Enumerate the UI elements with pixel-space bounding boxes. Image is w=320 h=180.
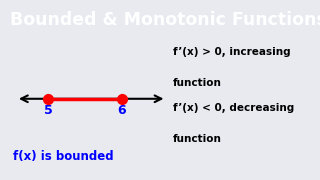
- Text: f’(x) > 0, increasing: f’(x) > 0, increasing: [173, 47, 291, 57]
- Text: function: function: [173, 78, 222, 88]
- Text: function: function: [173, 134, 222, 144]
- Text: Bounded & Monotonic Functions: Bounded & Monotonic Functions: [10, 11, 320, 29]
- Text: f’(x) < 0, decreasing: f’(x) < 0, decreasing: [173, 103, 294, 113]
- Text: 6: 6: [117, 104, 126, 117]
- Text: 5: 5: [44, 104, 52, 117]
- Text: f(x) is bounded: f(x) is bounded: [13, 150, 113, 163]
